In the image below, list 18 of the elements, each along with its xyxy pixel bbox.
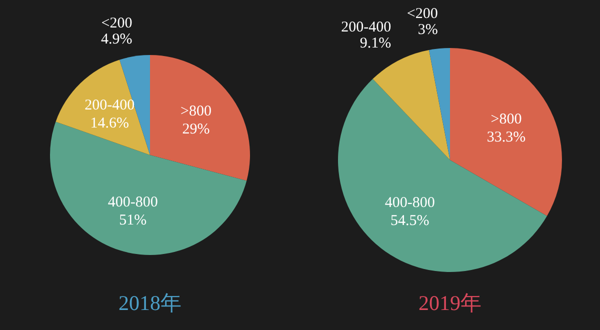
slice-label: 400-800 bbox=[108, 194, 158, 210]
slice-label: 400-800 bbox=[384, 195, 435, 212]
slice-label: >800 bbox=[490, 112, 522, 128]
text: 2019年 bbox=[418, 291, 482, 315]
slice-label: 200-400 bbox=[341, 19, 392, 36]
slice-label: >800 bbox=[180, 104, 212, 120]
slice-label: <200 bbox=[101, 15, 132, 32]
data-label: 3% bbox=[418, 22, 438, 38]
data-label: 51% bbox=[119, 212, 147, 228]
data-label: 9.1% bbox=[360, 35, 392, 52]
slice-label: <200 bbox=[406, 6, 438, 22]
data-label: 4.9% bbox=[101, 31, 132, 48]
data-label: 29% bbox=[182, 122, 210, 138]
text: 2018年 bbox=[118, 291, 182, 315]
slice-label: 200-400 bbox=[84, 97, 135, 114]
data-label: 14.6% bbox=[90, 115, 129, 132]
data-label: 54.5% bbox=[390, 213, 430, 230]
data-label: 33.3% bbox=[486, 130, 526, 146]
